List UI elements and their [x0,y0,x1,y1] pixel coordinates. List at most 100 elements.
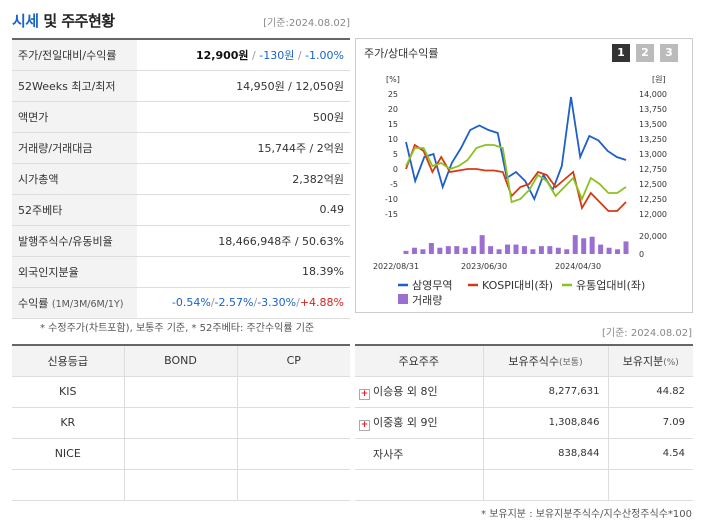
y-left-tick-label: 5 [393,150,398,159]
x-tick-label: 2024/04/30 [555,262,601,271]
row-volume: 거래량/거래대금 15,744주 / 2억원 [12,132,350,164]
credit-cp [237,438,350,470]
volume-bar [403,250,409,254]
volume-label: 거래량/거래대금 [12,132,137,164]
expand-plus-icon[interactable]: + [359,420,370,431]
holder-row: + 이중홍 외 9인 1,308,846 7.09 [355,407,693,439]
expand-plus-icon[interactable]: + [359,389,370,400]
holder-header-pct: 보유지분(%) [608,345,693,377]
credit-row: KIS [12,376,350,408]
row-foreign: 외국인지분율 18.39% [12,256,350,288]
chart-page-1-button[interactable]: 1 [612,44,630,62]
legend-label: 거래량 [412,294,442,307]
series-line-1 [405,143,627,212]
volume-value: 15,744주 / 2억원 [137,132,350,164]
volume-bar [589,236,595,254]
foreign-label: 외국인지분율 [12,256,137,288]
volume-bar [420,249,426,254]
title-bar: 시세 및 주주현황 [기준:2024.08.02] [12,8,350,32]
volume-bar [564,249,570,254]
holder-shares: 838,844 [483,438,609,470]
wk52-label: 52Weeks 최고/최저 [12,70,137,102]
chart-page-2-button[interactable]: 2 [636,44,654,62]
volume-bar [462,247,468,254]
par-value: 500원 [137,101,350,133]
credit-cp [237,407,350,439]
legend-label: KOSPI대비(좌) [482,279,553,292]
return-6m: -3.30% [257,296,297,309]
info-footnote: * 수정주가(차트포함), 보통주 기준, * 52주베타: 주간수익률 기준 [40,323,315,334]
y-right-tick-label: 14,000 [639,90,667,99]
holder-header-pct-unit: (%) [663,357,679,368]
x-tick-label: 2022/08/31 [373,262,419,271]
major-shareholders-table: 주요주주 보유주식수(보통) 보유지분(%) + 이승용 외 8인 8,277,6… [355,344,693,501]
credit-header-row: 신용등급 BOND CP [12,345,350,377]
credit-bond [124,407,238,439]
price: 12,900원 [195,48,249,62]
legend-swatch [398,294,408,304]
row-mcap: 시가총액 2,382억원 [12,163,350,195]
holder-row: + 이승용 외 8인 8,277,631 44.82 [355,376,693,408]
volume-bar [513,244,519,254]
row-return: 수익률 (1M/3M/6M/1Y) -0.54%/-2.57%/-3.30%/+… [12,287,350,319]
row-price: 주가/전일대비/수익률 12,900원 / -130원 / -1.00% [12,39,350,71]
row-beta: 52주베타 0.49 [12,194,350,226]
credit-agency: KIS [12,376,125,408]
chart-as-of-date: [기준: 2024.08.02] [601,328,692,339]
credit-row: KR [12,407,350,439]
y-right-tick-label: 12,500 [639,180,667,189]
title-highlight: 시세 [12,12,39,30]
y-left-tick-label: 15 [388,120,398,129]
credit-agency: KR [12,407,125,439]
mcap-label: 시가총액 [12,163,137,195]
series-line-2 [405,144,627,204]
holder-header-shares-label: 보유주식수 [508,354,559,368]
credit-cp [237,376,350,408]
legend-label: 삼영무역 [412,279,452,292]
holder-name-cell [355,469,484,501]
holder-header-shares-unit: (보통) [559,357,583,368]
holder-name-cell: + 이중홍 외 9인 [355,407,484,439]
holder-shares [483,469,609,501]
holder-name: 이승용 외 8인 [373,385,438,398]
holder-name: 자사주 [373,447,404,461]
right-unit-label: [원] [652,75,666,84]
volume-bar [505,244,511,254]
volume-bar [428,243,434,254]
volume-bar [555,247,561,254]
chart-page-3-button[interactable]: 3 [660,44,678,62]
volume-bar [538,246,544,254]
volume-bar [471,246,477,254]
volume-tick-label: 0 [639,250,644,259]
credit-rating-table: 신용등급 BOND CP KIS KR NICE [12,344,350,501]
volume-bar [454,246,460,254]
y-left-tick-label: -5 [390,180,398,189]
holder-pct [608,469,693,501]
holder-row: 자사주 838,844 4.54 [355,438,693,470]
volume-bar [606,247,612,254]
y-right-tick-label: 12,750 [639,165,667,174]
mcap-value: 2,382억원 [137,163,350,195]
price-label: 주가/전일대비/수익률 [12,39,137,71]
chart-panel: 주가/상대수익률 1 2 3 [%] [원] 25 14,000 20 13,750 15 1… [355,38,693,313]
row-shares: 발행주식수/유동비율 18,466,948주 / 50.63% [12,225,350,257]
holders-footnote: * 보유지분 : 보유지분주식수/지수산정주식수*100 [481,509,692,520]
quote-info-table: 주가/전일대비/수익률 12,900원 / -130원 / -1.00% 52W… [12,38,350,319]
return-3m: -2.57% [214,296,254,309]
credit-row: NICE [12,438,350,470]
foreign-value: 18.39% [137,256,350,288]
y-right-tick-label: 13,000 [639,150,667,159]
holder-header-row: 주요주주 보유주식수(보통) 보유지분(%) [355,345,693,377]
left-unit-label: [%] [386,75,400,84]
x-tick-label: 2023/06/30 [461,262,507,271]
price-change: -130원 [259,48,295,62]
volume-bar [530,249,536,254]
volume-bar [521,246,527,254]
credit-bond [124,469,238,501]
volume-bar [623,241,629,254]
credit-header-grade: 신용등급 [12,345,125,377]
y-left-tick-label: -15 [385,210,398,219]
y-left-tick-label: 25 [388,90,398,99]
holder-shares: 1,308,846 [483,407,609,439]
holder-name-cell: + 이승용 외 8인 [355,376,484,408]
